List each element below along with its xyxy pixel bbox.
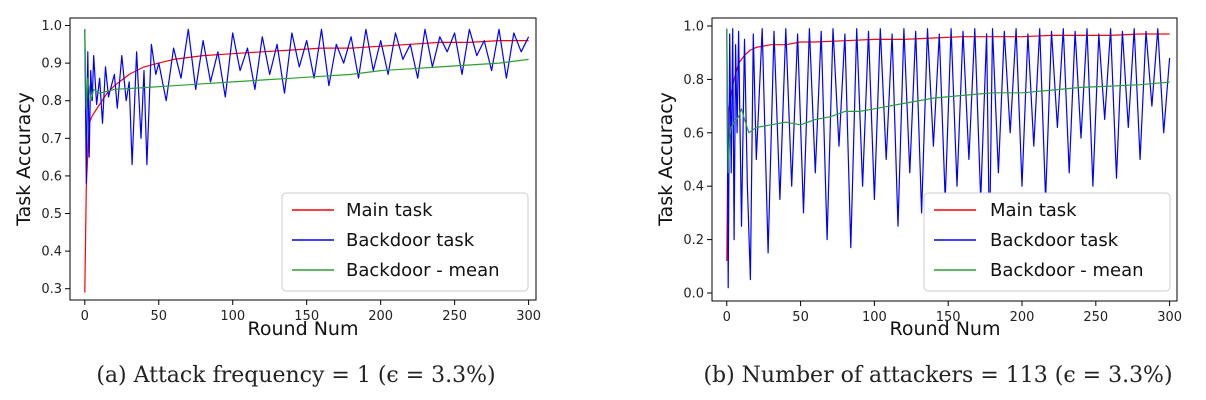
chart-b-x-tick-label: 200: [1010, 310, 1035, 325]
chart-b-legend: Main task Backdoor task Backdoor - mean: [923, 192, 1171, 292]
chart-a-legend-label-main-task: Main task: [346, 200, 433, 221]
chart-a-y-tick-label: 1.0: [41, 19, 62, 34]
chart-b-x-tick-label: 250: [1083, 310, 1108, 325]
chart-a-legend-box: [281, 192, 529, 292]
chart-a-y-tick-label: 0.7: [41, 132, 62, 147]
chart-a-x-tick-label: 0: [81, 309, 89, 324]
chart-b-caption: (b) Number of attackers = 113 (ϵ = 3.3%): [703, 363, 1172, 388]
chart-a-series-backdoor-mean: [84, 29, 529, 109]
chart-a-legend: Main task Backdoor task Backdoor - mean: [281, 192, 529, 292]
chart-a-y-axis-label: Task Accuracy: [13, 92, 35, 227]
chart-a-caption: (a) Attack frequency = 1 (ϵ = 3.3%): [96, 363, 495, 388]
chart-b-y-tick-label: 1.0: [683, 20, 704, 35]
chart-b-x-axis-label: Round Num: [890, 318, 1001, 340]
chart-b-x-tick-label: 0: [723, 310, 731, 325]
chart-a-series: [84, 28, 530, 293]
chart-a-y-tick-label: 0.4: [41, 245, 62, 260]
chart-b-series-backdoor-task: [726, 28, 1171, 289]
chart-a-y-tick-label: 0.3: [41, 282, 62, 297]
chart-a-x-tick-label: 300: [516, 309, 541, 324]
chart-a-x-tick-label: 100: [220, 309, 245, 324]
chart-a-x-tick-label: 150: [294, 309, 319, 324]
chart-a-legend-label-backdoor-mean: Backdoor - mean: [346, 260, 500, 281]
chart-b-y-tick-label: 0.2: [683, 233, 704, 248]
chart-a-series-main-task: [84, 39, 529, 293]
chart-b-y-tick-label: 0.6: [683, 126, 704, 141]
chart-b-legend-label-backdoor-task: Backdoor task: [990, 230, 1119, 251]
chart-b-x-tick-label: 300: [1157, 310, 1182, 325]
chart-b-y-ticks: 0.0 0.2 0.4 0.6 0.8 1.0: [683, 20, 712, 301]
chart-a-x-tick-label: 250: [442, 309, 467, 324]
chart-a-y-tick-label: 0.5: [41, 207, 62, 222]
chart-b-legend-box: [923, 192, 1171, 292]
chart-a-series-backdoor-task: [84, 28, 530, 184]
chart-b-legend-label-main-task: Main task: [990, 200, 1077, 221]
chart-a: 0 50 100 150 200 250 300 0.3 0.4 0.5 0.6 0.7 0.8 0.9…: [13, 17, 541, 388]
chart-a-y-ticks: 0.3 0.4 0.5 0.6 0.7 0.8 0.9 1.0: [41, 19, 70, 297]
chart-b-x-tick-label: 100: [862, 310, 887, 325]
chart-b-legend-label-backdoor-mean: Backdoor - mean: [990, 260, 1144, 281]
chart-a-x-axis-label: Round Num: [248, 318, 359, 340]
chart-a-x-tick-label: 50: [150, 309, 167, 324]
chart-b-x-tick-label: 150: [936, 310, 961, 325]
chart-a-x-ticks: 0 50 100 150 200 250 300: [81, 300, 541, 324]
chart-b-y-axis-label: Task Accuracy: [655, 92, 677, 227]
chart-a-legend-label-backdoor-task: Backdoor task: [346, 230, 475, 251]
chart-b-series-backdoor-mean: [726, 28, 1170, 174]
chart-a-y-tick-label: 0.8: [41, 94, 62, 109]
chart-a-y-tick-label: 0.6: [41, 169, 62, 184]
chart-b-y-tick-label: 0.8: [683, 73, 704, 88]
chart-b-y-tick-label: 0.0: [683, 286, 704, 301]
chart-a-x-tick-label: 200: [368, 309, 393, 324]
chart-a-y-tick-label: 0.9: [41, 57, 62, 72]
chart-b-x-ticks: 0 50 100 150 200 250 300: [723, 301, 1182, 325]
chart-b-x-tick-label: 50: [792, 310, 809, 325]
chart-b-series: [726, 28, 1171, 289]
chart-b: 0 50 100 150 200 250 300 0.0 0.2 0.4 0.6 0.8 1.0 Ro…: [655, 17, 1182, 388]
chart-b-y-tick-label: 0.4: [683, 180, 704, 195]
